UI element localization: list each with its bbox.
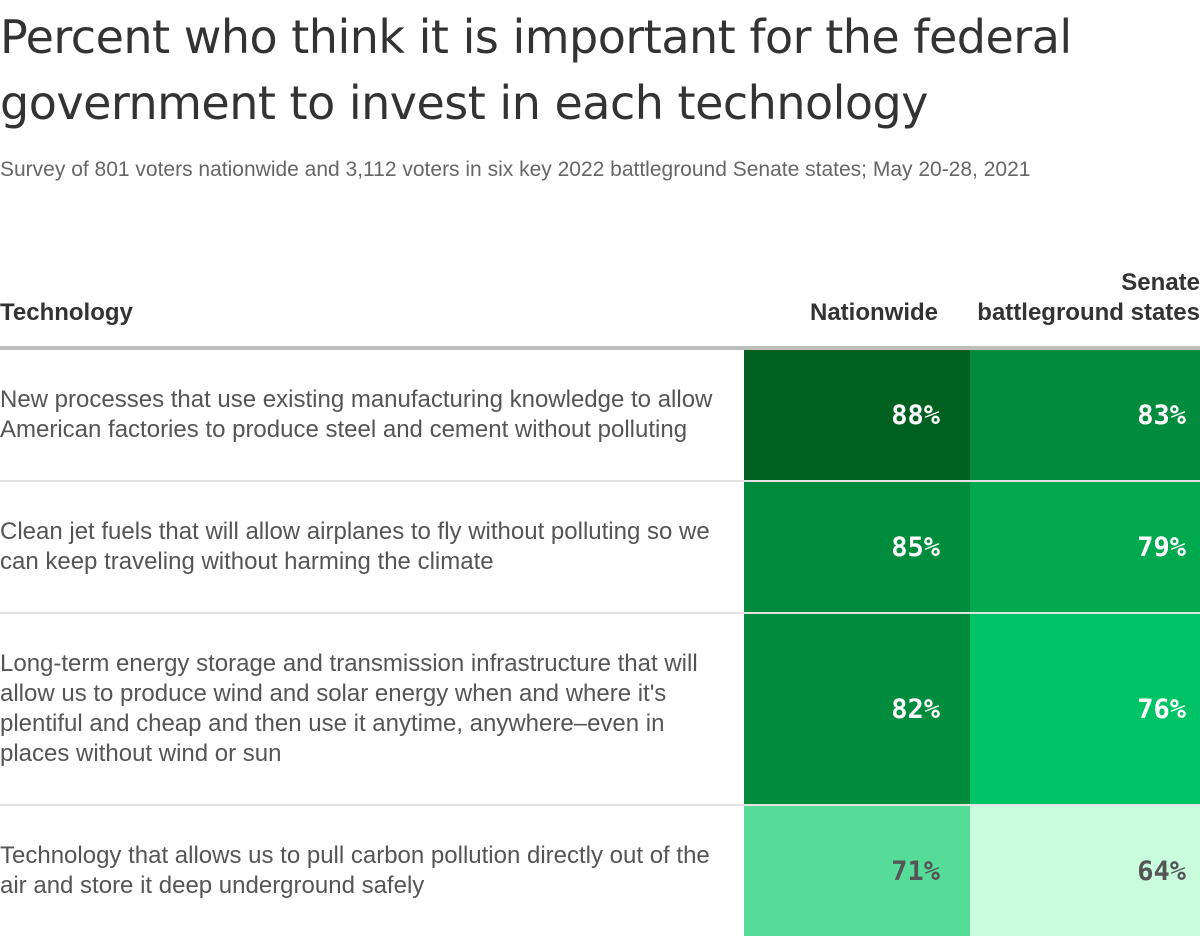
senate-cell: 64% <box>970 806 1200 936</box>
nationwide-cell: 88% <box>744 350 970 480</box>
column-header-senate: Senate battleground states <box>977 269 1200 326</box>
technology-label: Long-term energy storage and transmissio… <box>0 650 698 767</box>
senate-cell: 79% <box>970 482 1200 612</box>
table-row: Technology that allows us to pull carbon… <box>0 806 1200 936</box>
chart-subtitle: Survey of 801 voters nationwide and 3,11… <box>0 158 1031 181</box>
nationwide-cell: 85% <box>744 482 970 612</box>
technology-label: Technology that allows us to pull carbon… <box>0 842 710 899</box>
nationwide-cell: 82% <box>744 614 970 804</box>
table-row: New processes that use existing manufact… <box>0 350 1200 482</box>
senate-cell: 83% <box>970 350 1200 480</box>
chart-title: Percent who think it is important for th… <box>0 10 1072 130</box>
column-header-nationwide: Nationwide <box>809 299 938 326</box>
table-row: Clean jet fuels that will allow airplane… <box>0 482 1200 614</box>
table-row: Long-term energy storage and transmissio… <box>0 614 1200 806</box>
column-header-technology: Technology <box>0 299 133 326</box>
senate-cell: 76% <box>970 614 1200 804</box>
nationwide-cell: 71% <box>744 806 970 936</box>
technology-label: New processes that use existing manufact… <box>0 386 713 443</box>
technology-label: Clean jet fuels that will allow airplane… <box>0 518 710 575</box>
heatmap-table: Technology Nationwide Senate battlegroun… <box>0 240 1200 936</box>
table-header: Technology Nationwide Senate battlegroun… <box>0 240 1200 350</box>
